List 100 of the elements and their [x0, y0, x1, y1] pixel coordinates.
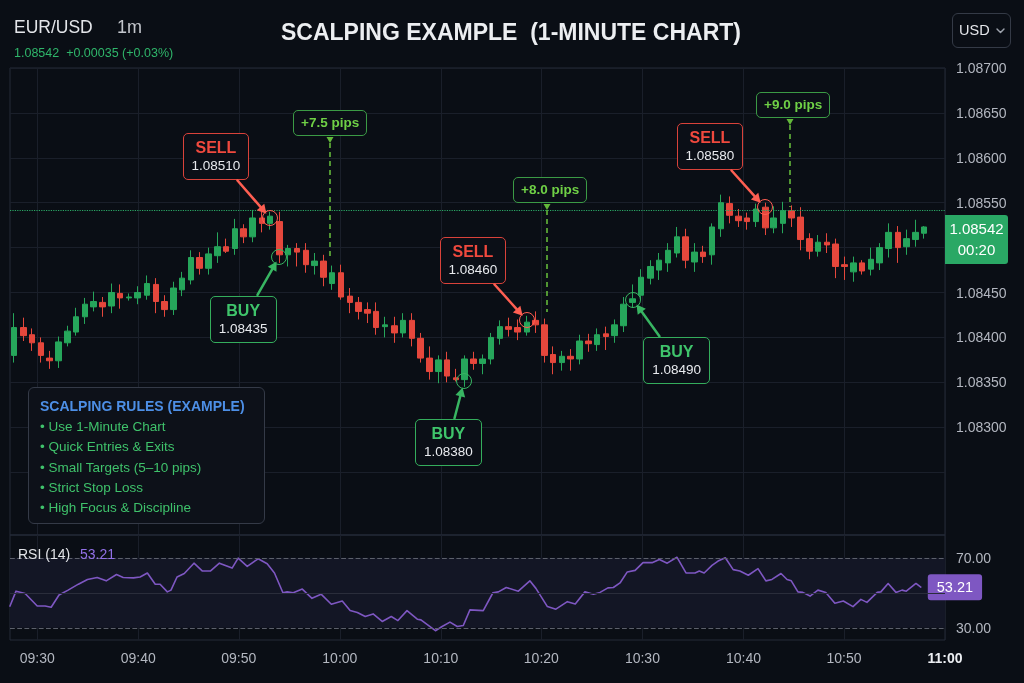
- candlestick: [338, 264, 344, 301]
- candlestick: [797, 206, 804, 251]
- candlestick: [329, 265, 335, 291]
- candlestick: [700, 245, 706, 264]
- x-tick-label: 10:00: [322, 650, 358, 666]
- candlestick: [391, 316, 398, 344]
- candlestick: [806, 232, 813, 260]
- y-tick-label: 1.08600: [956, 149, 1007, 166]
- candlestick: [912, 219, 919, 248]
- candlestick: [285, 244, 291, 267]
- y-tick-label: 1.08400: [956, 329, 1007, 346]
- candlestick: [82, 297, 88, 325]
- candlestick: [214, 231, 221, 264]
- candlestick: [850, 256, 857, 283]
- candlestick: [603, 326, 609, 351]
- candlestick: [161, 294, 168, 318]
- text: 1.08542 +0.00035 (+0.03%): [14, 46, 174, 60]
- dropdown: USD: [952, 13, 1011, 48]
- candlestick: [73, 307, 79, 337]
- candlestick: [179, 271, 185, 297]
- chart-title: SCALPING EXAMPLE (1-MINUTE CHART): [281, 19, 741, 46]
- annotation: BUY 1.08435: [218, 301, 268, 339]
- candlestick: [311, 252, 318, 276]
- annotation: • Use 1-Minute Chart: [40, 418, 166, 436]
- candlestick: [585, 333, 592, 353]
- candlestick: [815, 234, 821, 258]
- candlestick: [559, 350, 565, 372]
- candlestick: [117, 283, 123, 310]
- candlestick: [188, 249, 194, 285]
- x-tick-label: 10:40: [725, 650, 762, 666]
- annotation: +8.0 pips: [521, 181, 580, 199]
- candlestick: [55, 336, 62, 369]
- data-label: 53.21: [936, 579, 974, 596]
- candlestick: [444, 351, 450, 383]
- y-tick-label: 1.08650: [956, 104, 1007, 121]
- candlestick: [620, 296, 627, 333]
- annotation: SCALPING RULES (EXAMPLE): [40, 397, 245, 416]
- candlestick: [355, 296, 362, 320]
- annotation: BUY 1.08380: [423, 423, 473, 461]
- annotation: +9.0 pips: [764, 96, 823, 115]
- annotation: SELL 1.08580: [685, 127, 735, 165]
- candlestick: [20, 317, 27, 342]
- candlestick: [497, 319, 503, 346]
- candlestick: [417, 332, 424, 364]
- annotation: SELL 1.08460: [448, 241, 498, 279]
- x-tick-label: 10:30: [624, 650, 661, 666]
- candlestick: [303, 242, 309, 274]
- y-tick-label: 70.00: [956, 549, 992, 566]
- candlestick: [524, 315, 530, 337]
- candlestick: [674, 226, 680, 258]
- candlestick: [709, 222, 715, 266]
- annotation: SELL 1.08510: [191, 137, 241, 175]
- candlestick: [665, 242, 671, 273]
- candlestick: [885, 222, 892, 258]
- candlestick: [400, 312, 406, 338]
- candlestick: [788, 204, 795, 228]
- candlestick: [505, 317, 512, 338]
- annotation: BUY 1.08490: [652, 342, 702, 380]
- candlestick: [38, 336, 44, 364]
- candlestick: [532, 310, 539, 334]
- annotation: • Quick Entries & Exits: [40, 438, 175, 457]
- x-tick-label: 10:20: [523, 650, 560, 666]
- candlestick: [647, 259, 654, 285]
- candlestick: [762, 202, 769, 236]
- candlestick: [240, 223, 247, 244]
- candlestick: [232, 218, 238, 256]
- text: 1m: [117, 17, 143, 38]
- candlestick: [876, 242, 883, 271]
- candlestick: [903, 229, 910, 256]
- candlestick: [470, 351, 477, 371]
- candlestick: [373, 301, 379, 336]
- candlestick: [453, 368, 459, 382]
- candlestick: [735, 208, 742, 228]
- candlestick: [921, 225, 927, 240]
- candlestick: [682, 228, 689, 269]
- candlestick: [205, 247, 212, 276]
- candlestick: [64, 325, 71, 347]
- candlestick: [576, 334, 583, 365]
- candlestick: [108, 283, 115, 314]
- candlestick: [461, 354, 468, 388]
- candlestick: [691, 242, 698, 273]
- candlestick: [11, 312, 17, 364]
- candlestick: [824, 232, 830, 254]
- candlestick: [144, 274, 150, 301]
- x-tick-label: 11:00: [927, 650, 963, 666]
- candlestick: [859, 259, 865, 276]
- y-tick-label: 1.08300: [956, 419, 1007, 436]
- x-tick-label: 10:50: [826, 650, 862, 666]
- text: RSI (14): [18, 546, 71, 562]
- candlestick: [744, 212, 750, 231]
- candlestick: [99, 296, 106, 318]
- candlestick: [567, 348, 574, 372]
- candlestick: [550, 345, 556, 375]
- candlestick: [488, 332, 494, 365]
- candlestick: [541, 318, 548, 364]
- candlestick: [832, 238, 839, 279]
- candlestick: [126, 292, 132, 302]
- annotation: • Strict Stop Loss: [40, 478, 144, 497]
- x-tick-label: 09:50: [221, 650, 257, 666]
- candlestick: [841, 256, 848, 281]
